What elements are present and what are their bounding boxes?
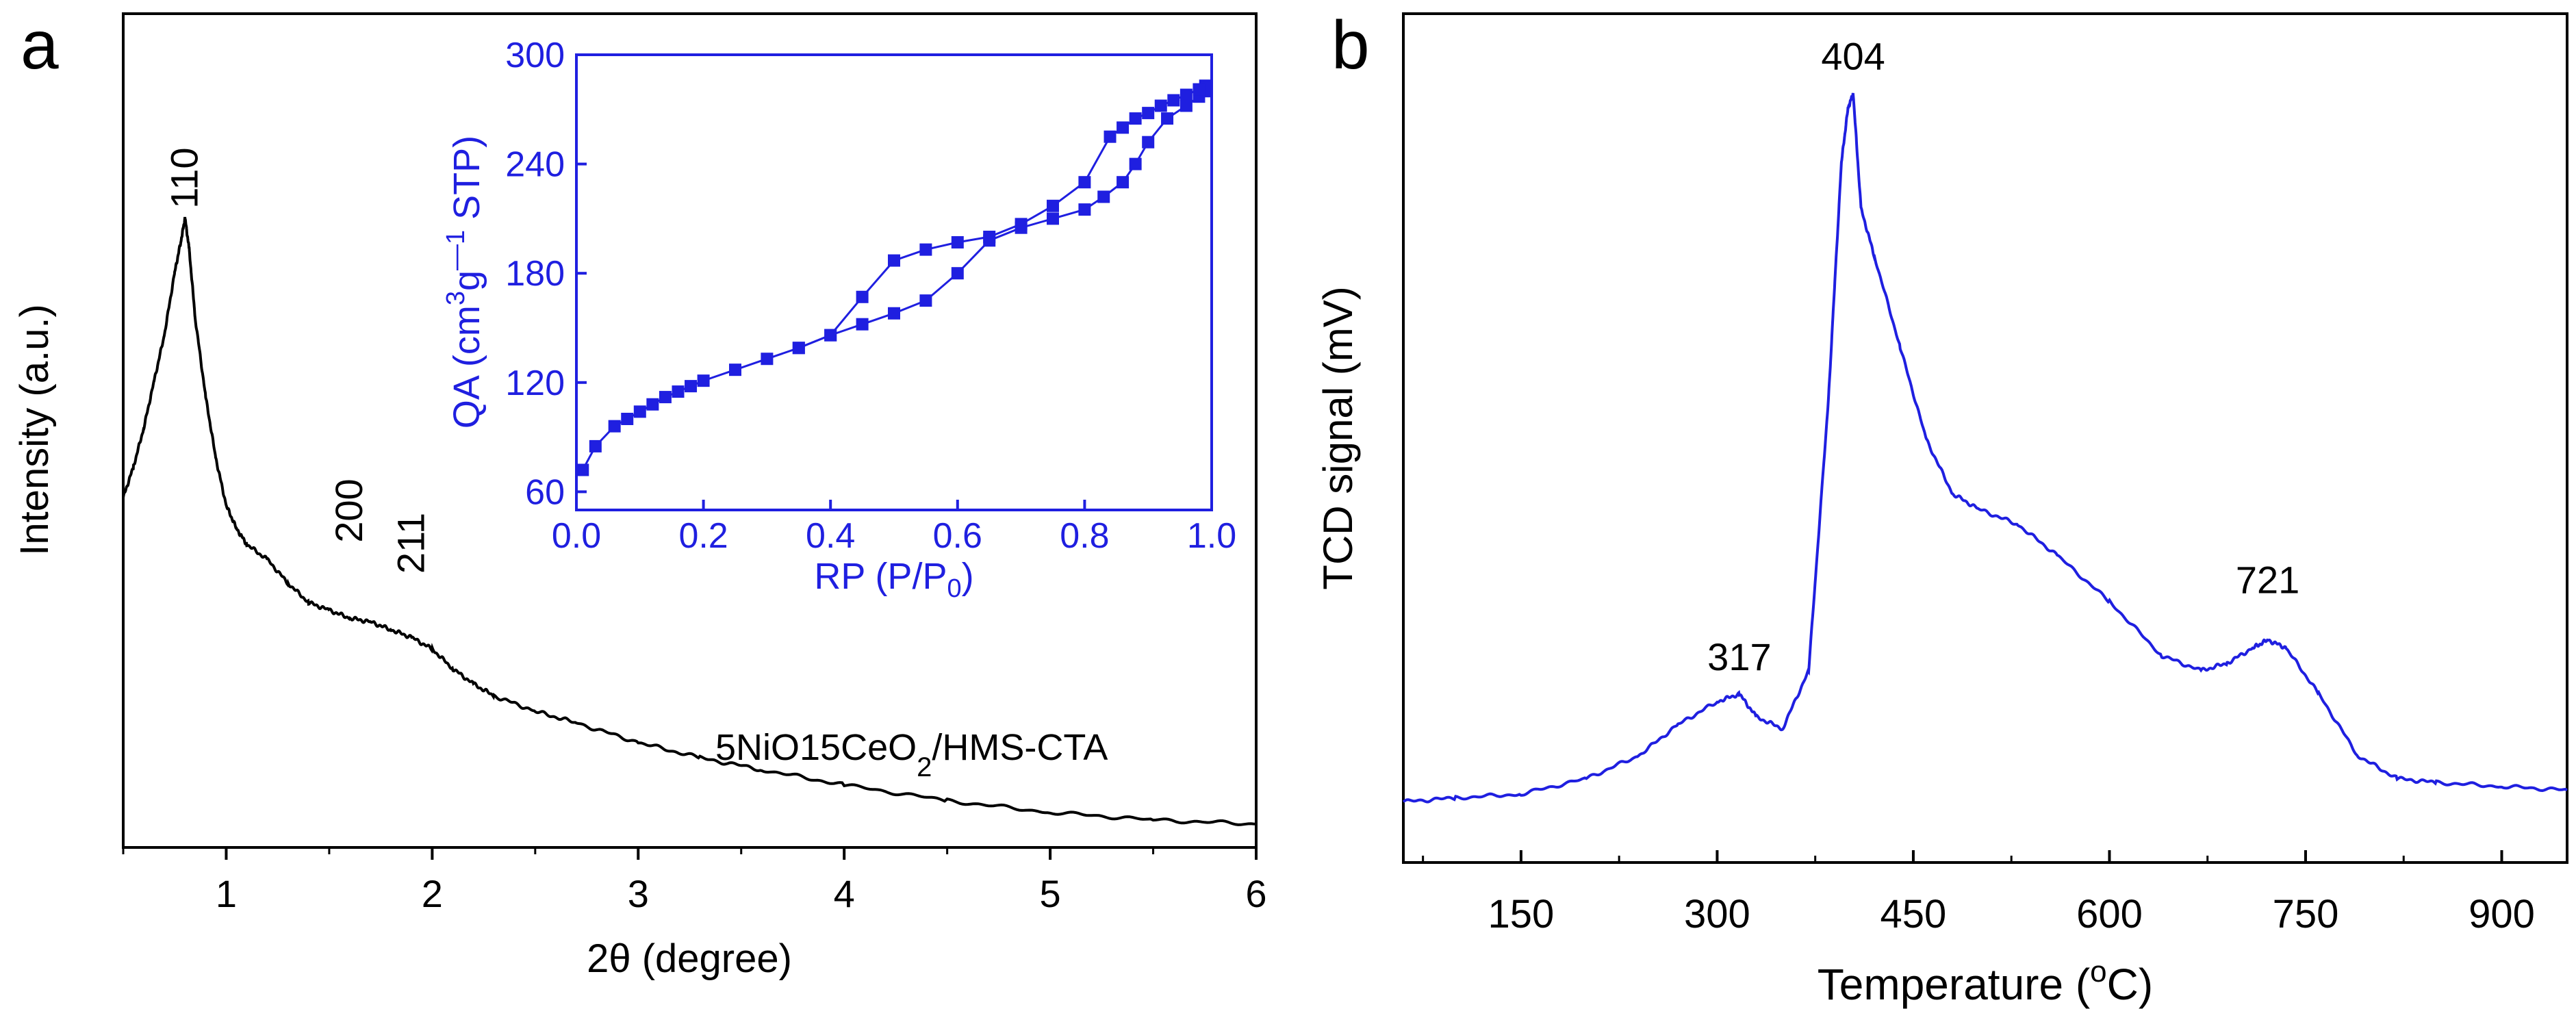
inset-y-tick-label: 60 — [525, 472, 565, 512]
inset-x-tick-label: 0.2 — [678, 516, 728, 556]
xrd-series-line — [122, 216, 1257, 826]
inset-y-tick-label: 300 — [505, 36, 565, 75]
adsorption-point — [888, 307, 900, 320]
panel-label-b: b — [1331, 7, 1370, 84]
adsorption-point — [685, 380, 698, 393]
inset-frame — [575, 53, 1213, 511]
inset-x-axis-label: RP (P/P0) — [814, 556, 973, 603]
peak-label-200: 200 — [327, 478, 370, 542]
adsorption-point — [1161, 112, 1174, 125]
adsorption-point — [1097, 190, 1110, 203]
adsorption-point — [697, 374, 710, 387]
desorption-point — [1104, 130, 1117, 143]
desorption-point — [792, 342, 805, 355]
panel-a: a 1 2 3 4 5 6 2θ (degree) Intensity (a.u.) 11… — [12, 7, 1267, 981]
adsorption-point — [621, 413, 634, 425]
desorption-point — [919, 243, 932, 256]
panel-a-inset: 0.0 0.2 0.4 0.6 0.8 1.0 60 120 180 240 300 RP (P/… — [442, 36, 1236, 603]
panel-a-peak-labels: 110 200 211 — [162, 147, 432, 574]
inset-y-tick-label: 180 — [505, 254, 565, 294]
adsorption-point — [646, 398, 659, 411]
panel-a-y-axis-label: Intensity (a.u.) — [12, 304, 57, 555]
adsorption-point — [1129, 157, 1142, 170]
panel-b-x-tick-label: 600 — [2076, 892, 2143, 936]
panel-b-x-tick-label: 150 — [1488, 892, 1555, 936]
desorption-point — [951, 235, 964, 248]
inset-x-tick-label: 0.6 — [933, 516, 982, 556]
adsorption-point — [761, 353, 774, 366]
inset-x-tick-label: 0.4 — [806, 516, 855, 556]
adsorption-point — [919, 294, 932, 307]
desorption-point — [1078, 176, 1091, 189]
inset-x-tick-label: 1.0 — [1187, 516, 1236, 556]
panel-a-x-tick-label: 4 — [834, 872, 855, 915]
inset-y-ticks: 60 120 180 240 300 — [505, 36, 587, 512]
adsorption-point — [576, 463, 589, 476]
adsorption-point — [589, 439, 602, 452]
inset-y-axis-label: QA (cm3g—1 STP) — [442, 136, 487, 429]
panel-label-a: a — [21, 7, 59, 84]
adsorption-point — [672, 385, 685, 398]
panel-b-frame — [1402, 12, 2568, 864]
tcd-series-line — [1402, 92, 2568, 804]
adsorption-point — [608, 420, 621, 433]
peak-label-404: 404 — [1821, 34, 1885, 77]
desorption-point — [824, 329, 837, 342]
panel-a-x-tick-label: 3 — [628, 872, 649, 915]
panel-b-x-axis-label: Temperature (oC) — [1818, 955, 2153, 1009]
panel-a-frame — [122, 12, 1258, 849]
inset-y-tick-label: 120 — [505, 363, 565, 403]
panel-a-x-ticks: 1 2 3 4 5 6 — [122, 847, 1267, 915]
panel-b: b 150 300 450 600 750 900 Temperature (oC) TC… — [1315, 7, 2568, 1009]
desorption-point — [983, 231, 996, 243]
adsorption-point — [633, 405, 646, 418]
desorption-point — [888, 254, 900, 267]
adsorption-point — [659, 391, 672, 404]
inset-x-tick-label: 0.0 — [552, 516, 601, 556]
adsorption-series-line — [581, 90, 1206, 471]
inset-x-ticks: 0.0 0.2 0.4 0.6 0.8 1.0 — [552, 500, 1236, 556]
panel-b-x-tick-label: 900 — [2469, 892, 2535, 936]
panel-b-x-tick-label: 300 — [1684, 892, 1750, 936]
desorption-point — [1167, 94, 1180, 107]
desorption-point — [1154, 99, 1167, 112]
panel-b-x-tick-label: 450 — [1880, 892, 1947, 936]
panel-a-x-tick-label: 6 — [1245, 872, 1266, 915]
panel-a-x-tick-label: 5 — [1040, 872, 1061, 915]
desorption-point — [1015, 218, 1028, 231]
adsorption-point — [1117, 176, 1130, 189]
desorption-series-line — [798, 84, 1206, 349]
adsorption-point — [1142, 136, 1155, 149]
adsorption-point — [856, 318, 869, 331]
adsorption-point — [1047, 212, 1059, 225]
adsorption-point — [1078, 203, 1091, 216]
desorption-point — [1129, 112, 1142, 125]
panel-b-y-axis-label: TCD signal (mV) — [1315, 286, 1361, 589]
sample-label: 5NiO15CeO2/HMS-CTA — [715, 727, 1108, 782]
panel-b-peak-labels: 317 404 721 — [1707, 34, 2299, 678]
panel-a-x-axis-label: 2θ (degree) — [587, 936, 792, 981]
peak-label-317: 317 — [1707, 635, 1771, 678]
peak-label-211: 211 — [389, 513, 432, 574]
adsorption-point — [729, 363, 741, 376]
desorption-point — [1117, 121, 1130, 134]
panel-b-x-tick-label: 750 — [2273, 892, 2339, 936]
desorption-point — [1193, 83, 1206, 96]
desorption-point — [856, 290, 869, 303]
inset-x-tick-label: 0.8 — [1060, 516, 1109, 556]
desorption-point — [1142, 107, 1155, 120]
panel-b-x-ticks: 150 300 450 600 750 900 — [1422, 850, 2535, 936]
peak-label-721: 721 — [2236, 558, 2299, 601]
inset-data-points — [576, 79, 1212, 476]
inset-y-tick-label: 240 — [505, 145, 565, 185]
adsorption-point — [951, 267, 964, 280]
panel-a-x-tick-label: 1 — [216, 872, 237, 915]
peak-label-110: 110 — [162, 147, 205, 208]
panel-a-x-tick-label: 2 — [422, 872, 443, 915]
desorption-point — [1179, 88, 1193, 101]
adsorption-point — [1179, 99, 1193, 112]
desorption-point — [1047, 199, 1059, 212]
